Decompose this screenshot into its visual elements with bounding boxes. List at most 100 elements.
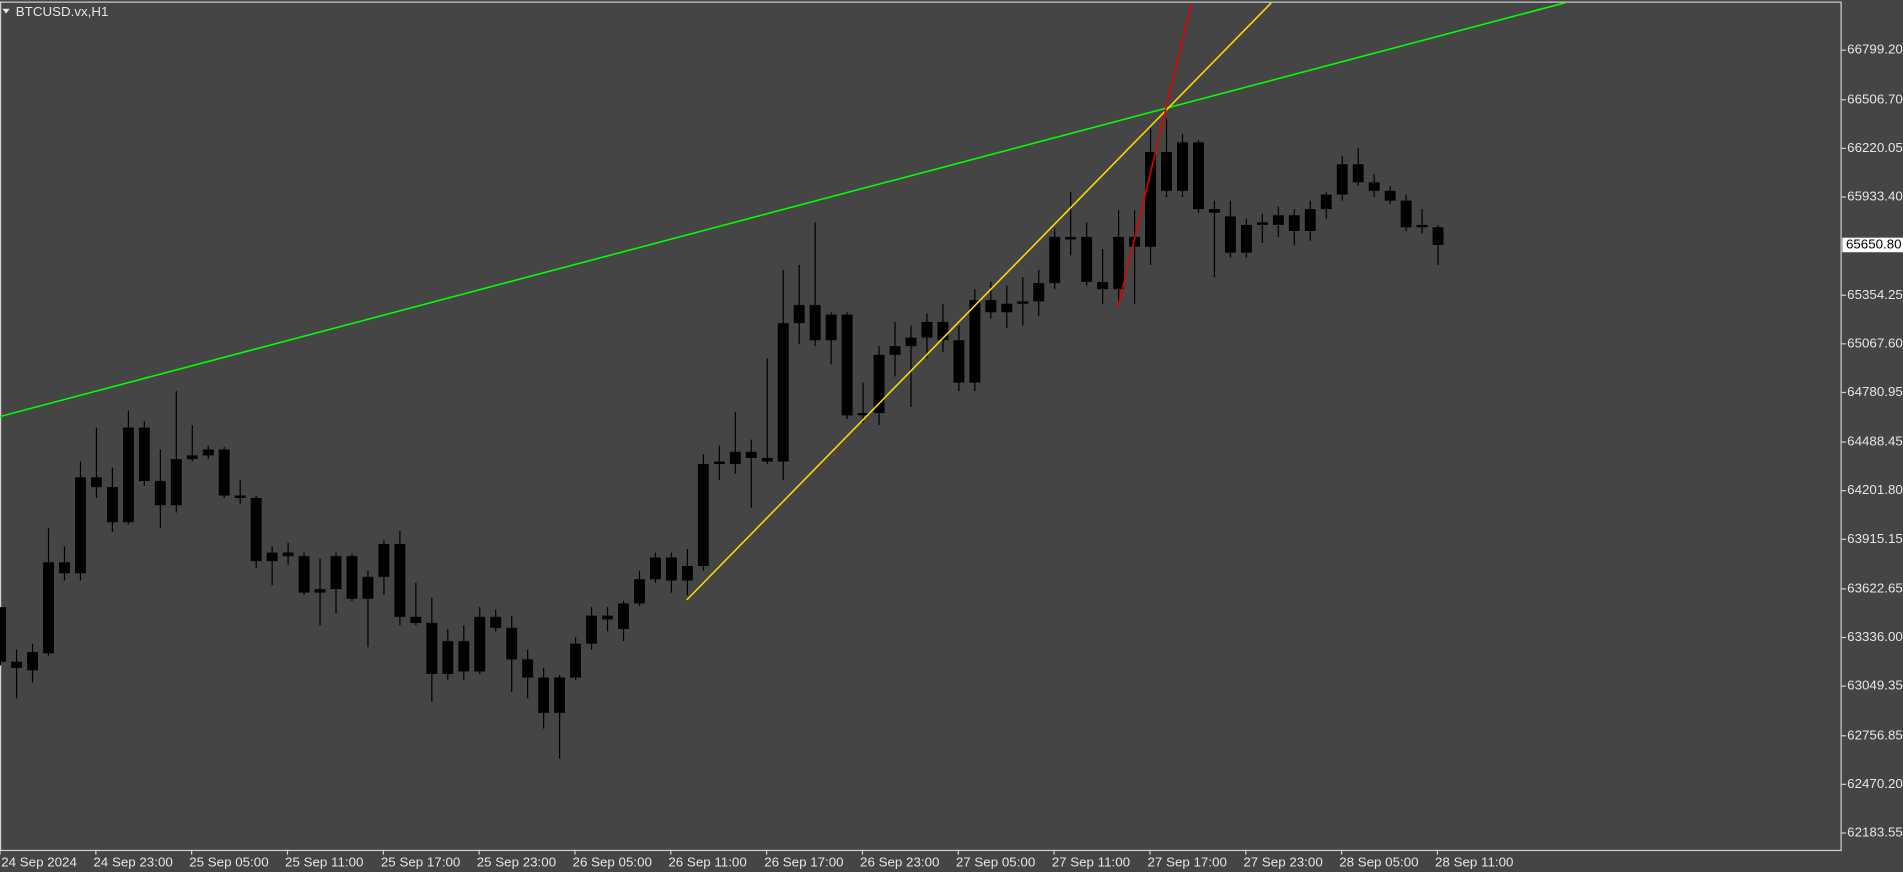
x-tick-label: 28 Sep 11:00 [1435,855,1513,870]
candle-body [362,576,374,599]
candle-body [59,562,70,574]
candle-body [122,427,134,523]
candle-body [1320,194,1332,210]
candle-body [282,552,294,557]
candle-body [570,643,582,678]
candle-body [378,544,390,577]
candle-body [745,451,757,458]
candle-body [649,557,661,580]
candle-body [266,552,278,562]
candle-body [522,659,534,678]
x-tick-label: 25 Sep 05:00 [189,855,268,870]
y-tick-label: 62183.55 [1847,825,1903,840]
candle-body [1081,236,1093,282]
plot-area [0,2,1566,759]
y-tick-label: 63622.65 [1847,580,1903,595]
trendline [0,2,1566,418]
candle-body [729,451,741,465]
candle-body [426,622,438,674]
candle-body [538,677,550,713]
candle-body [1097,281,1109,290]
y-tick-label: 64201.80 [1847,482,1903,497]
y-tick-label: 66506.70 [1847,91,1903,106]
candle-body [921,321,933,338]
candle-body [953,340,965,383]
candle-body [154,480,166,506]
candle-body [458,641,470,672]
candle-body [218,449,230,496]
x-tick-label: 27 Sep 11:00 [1052,855,1130,870]
candle-body [889,346,901,355]
candle-body [1416,224,1428,228]
y-tick-label: 66799.20 [1847,42,1903,57]
candle-body [298,556,310,593]
candle-body [713,461,725,465]
candle-body [618,603,629,630]
candle-body [1208,209,1220,213]
x-tick-label: 24 Sep 23:00 [93,855,172,870]
candle-body [554,677,566,713]
candle-body [490,616,502,628]
chart-title: BTCUSD.vx,H1 [16,4,109,19]
x-tick-label: 27 Sep 05:00 [956,855,1035,870]
x-tick-label: 25 Sep 23:00 [477,855,556,870]
candle-body [634,579,645,604]
candle-body [394,544,406,617]
candle-body [761,457,773,462]
candle-body [1017,301,1029,304]
y-tick-label: 65933.40 [1847,189,1903,204]
candle-body [75,477,86,574]
candle-body [1400,200,1412,228]
candle-body [1288,215,1300,232]
candle-body [665,557,677,581]
candle-body [442,641,454,674]
candle-body [90,477,102,488]
candle-body [969,300,981,383]
candle-body [43,562,54,654]
y-tick-label: 65067.60 [1847,335,1903,350]
candle-body [1336,164,1348,195]
candle-body [1432,227,1444,245]
y-tick-label: 64488.45 [1847,434,1903,449]
collapse-icon [2,8,10,14]
candle-body [1161,151,1172,191]
current-price-label: 65650.80 [1846,236,1902,251]
candle-body [777,323,789,462]
candle-body [138,427,150,481]
candle-body [250,497,262,562]
candle-body [681,565,693,581]
candle-body [186,455,198,460]
y-tick-label: 62756.85 [1847,727,1903,742]
candle-body [11,661,23,668]
x-tick-label: 26 Sep 05:00 [573,855,652,870]
y-tick-label: 64780.95 [1847,384,1903,399]
candle-body [825,314,837,341]
candle-body [1177,142,1188,191]
x-tick-label: 25 Sep 17:00 [381,855,460,870]
x-tick-label: 25 Sep 11:00 [285,855,363,870]
y-tick-label: 63049.35 [1847,678,1903,693]
y-tick-label: 66220.05 [1847,140,1903,155]
y-tick-label: 65354.25 [1847,287,1903,302]
candle-body [905,337,917,347]
candle-body [1368,182,1380,191]
y-tick-label: 62470.20 [1847,776,1903,791]
x-tick-label: 24 Sep 2024 [1,855,77,870]
candle-body [410,616,422,623]
candle-body [937,321,949,341]
candle-body [1304,209,1316,232]
current-price-box [1842,237,1903,253]
candle-body [873,354,885,413]
candle-body [1272,215,1284,225]
candle-body [1033,283,1045,302]
x-tick-label: 28 Sep 05:00 [1339,855,1418,870]
candle-body [1224,216,1236,253]
candle-body [793,304,805,324]
candle-body [330,556,342,590]
candle-body [1001,303,1013,313]
y-tick-label: 63915.15 [1847,531,1903,546]
x-tick-label: 27 Sep 23:00 [1243,855,1322,870]
candle-body [0,607,7,662]
